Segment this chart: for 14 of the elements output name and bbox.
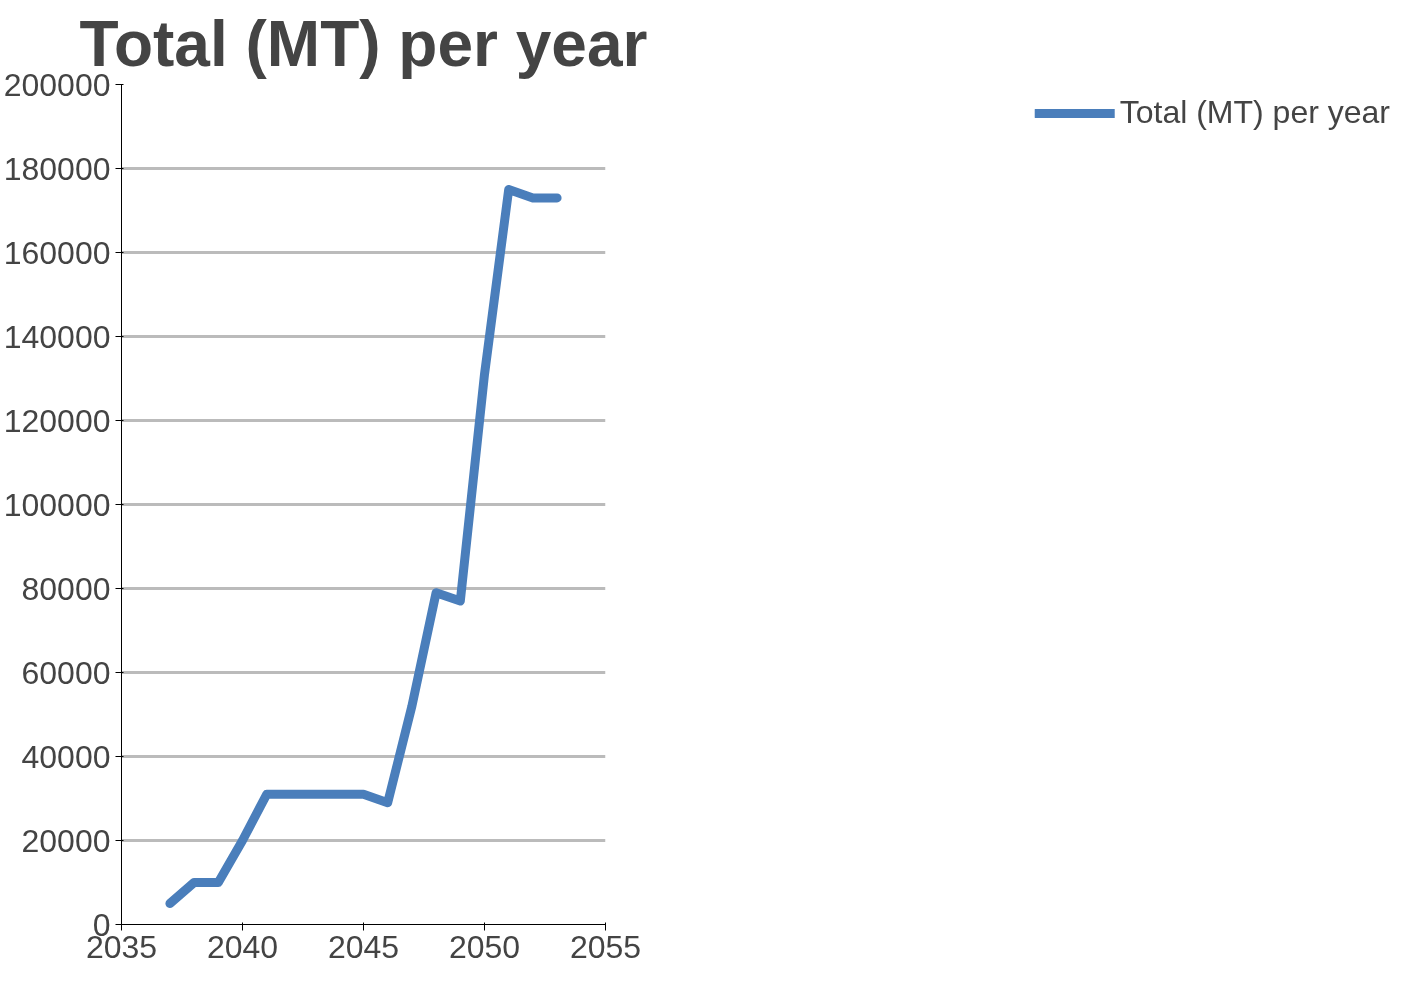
x-tick-label: 2045	[327, 928, 400, 965]
x-tick-label: 2055	[569, 928, 642, 965]
y-tick-label: 60000	[21, 654, 111, 691]
y-tick-label: 20000	[21, 822, 111, 859]
y-tick-label: 160000	[3, 234, 111, 271]
y-tick-label: 100000	[3, 486, 111, 523]
y-tick-label: 180000	[3, 150, 111, 187]
y-tick-label: 80000	[21, 570, 111, 607]
y-tick-label: 120000	[3, 402, 111, 439]
x-tick-label: 2040	[206, 928, 279, 965]
y-tick-label: 140000	[3, 318, 111, 355]
y-tick-label: 40000	[21, 738, 111, 775]
x-tick-label: 2050	[448, 928, 521, 965]
legend-label: Total (MT) per year	[1119, 94, 1390, 131]
